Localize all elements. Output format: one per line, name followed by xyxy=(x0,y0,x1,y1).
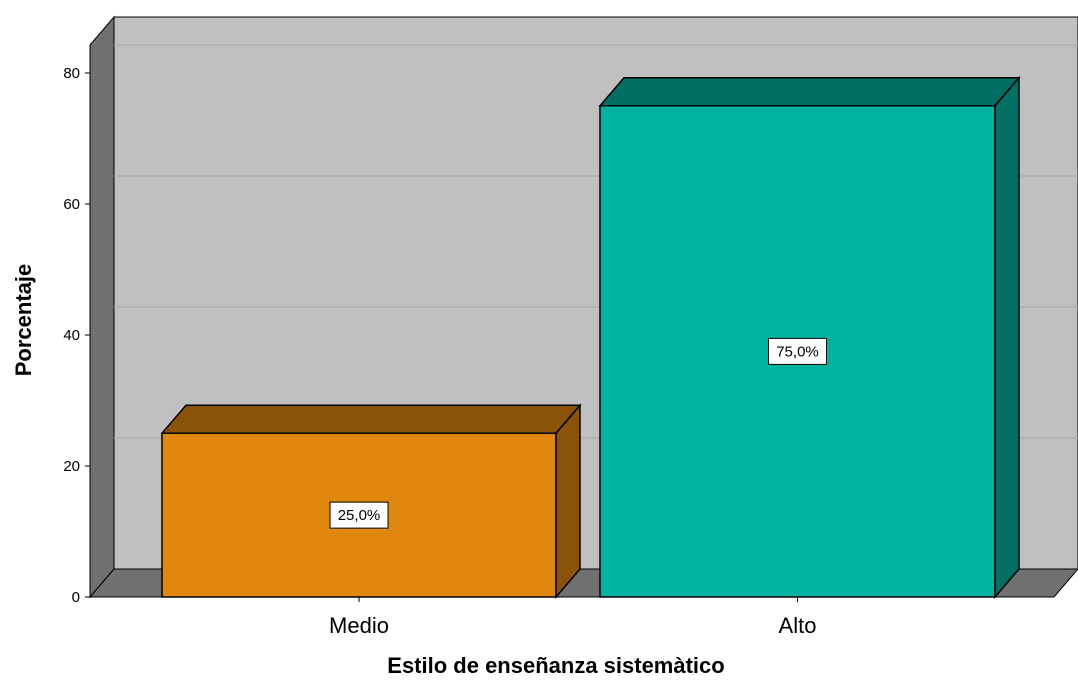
y-tick-label: 60 xyxy=(63,196,80,213)
bar-top xyxy=(598,77,1021,107)
x-axis-title: Estilo de enseñanza sistemàtico xyxy=(387,653,724,678)
data-label-box xyxy=(329,501,389,529)
data-label: 75,0% xyxy=(776,343,819,360)
bar-side xyxy=(555,403,581,600)
bar-alto: 75,0% xyxy=(598,75,1021,600)
bar-side xyxy=(994,75,1020,600)
y-tick-label: 80 xyxy=(63,65,80,82)
bar-medio: 25,0% xyxy=(160,403,582,600)
data-label: 25,0% xyxy=(338,507,381,524)
y-tick-label: 0 xyxy=(72,589,80,606)
y-axis-title: Porcentaje xyxy=(11,264,36,377)
x-tick-label: Alto xyxy=(779,613,817,638)
x-categories: Medio Alto xyxy=(329,597,816,638)
y-tick-label: 40 xyxy=(63,327,80,344)
bar-top xyxy=(160,404,582,434)
y-ticks: 0 20 40 60 80 xyxy=(63,65,90,606)
y-tick-label: 20 xyxy=(63,458,80,475)
side-wall xyxy=(89,15,115,599)
x-tick-label: Medio xyxy=(329,613,389,638)
data-label-box xyxy=(768,337,827,365)
bars: 25,0% 75,0% xyxy=(160,75,1021,600)
